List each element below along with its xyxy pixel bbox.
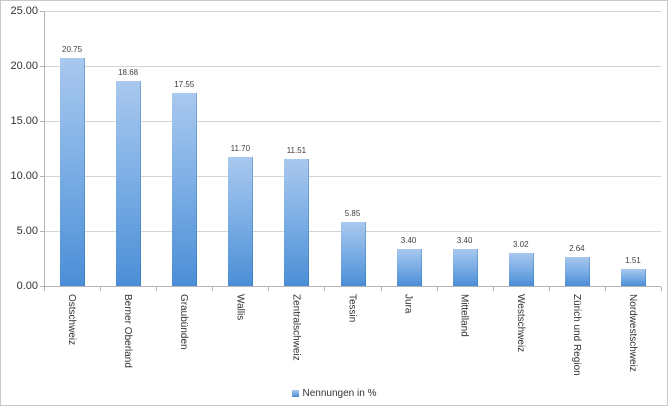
category-label: Ostschweiz: [66, 294, 78, 346]
bar: [340, 221, 366, 286]
y-axis-tick: [40, 286, 44, 287]
bar-value-label: 17.55: [174, 79, 195, 89]
y-axis-line: [44, 11, 45, 286]
y-axis-label: 25.00: [10, 5, 38, 17]
y-axis-label: 20.00: [10, 60, 38, 72]
bar: [60, 57, 86, 286]
category-label: Nordwestschweiz: [626, 294, 638, 372]
category-label: Zentralschweiz: [290, 294, 302, 361]
x-axis-tick: [604, 287, 606, 291]
x-axis-tick: [268, 287, 270, 291]
bar: [620, 269, 646, 286]
bar-value-label: 3.02: [512, 239, 529, 249]
x-axis-tick: [436, 287, 438, 291]
category-label: Mittelland: [458, 294, 470, 337]
bar-value-label: 3.40: [456, 235, 473, 245]
category-label: Westschweiz: [514, 294, 526, 353]
x-axis-tick: [324, 287, 326, 291]
bar: [172, 92, 198, 286]
y-axis-tick: [40, 231, 44, 232]
x-axis-tick: [548, 287, 550, 291]
bar-value-label: 1.51: [625, 256, 641, 266]
bar: [284, 159, 310, 286]
bar: [228, 157, 254, 286]
bar-value-label: 5.85: [344, 208, 361, 218]
bar: [396, 248, 422, 286]
category-label: Berner Oberland: [122, 294, 134, 368]
y-axis-label: 5.00: [16, 225, 38, 237]
x-axis-line: [44, 286, 661, 287]
category-label: Jura: [402, 294, 414, 314]
gridline: [44, 66, 661, 67]
category-label: Wallis: [234, 294, 246, 321]
bar-value-label: 3.40: [400, 235, 417, 245]
gridline: [44, 121, 661, 122]
bar: [564, 256, 590, 286]
category-label: Tessin: [346, 294, 358, 323]
y-axis-tick: [40, 176, 44, 177]
y-axis-tick: [40, 11, 44, 12]
bar: [116, 80, 142, 286]
x-axis-tick: [100, 287, 102, 291]
bar-value-label: 18.68: [118, 67, 139, 77]
gridline: [44, 11, 661, 12]
x-axis-tick: [212, 287, 214, 291]
bar: [452, 248, 478, 286]
x-axis-tick: [380, 287, 382, 291]
gridline: [44, 176, 661, 177]
legend: Nennungen in %: [1, 388, 667, 399]
y-axis-tick: [40, 121, 44, 122]
bar: [508, 252, 534, 286]
category-label: Zürich und Region: [570, 294, 582, 376]
legend-swatch-icon: [291, 390, 299, 397]
y-axis-label: 0.00: [16, 280, 38, 292]
bar-value-label: 11.51: [286, 146, 307, 156]
bar-value-label: 20.75: [62, 44, 83, 54]
x-axis-tick: [492, 287, 494, 291]
bar-value-label: 11.70: [230, 144, 251, 154]
x-axis-tick: [156, 287, 158, 291]
bar-value-label: 2.64: [569, 243, 585, 253]
legend-label: Nennungen in %: [302, 388, 377, 399]
y-axis-tick: [40, 66, 44, 67]
y-axis-label: 15.00: [10, 115, 38, 127]
y-axis-label: 10.00: [10, 170, 38, 182]
category-label: Graubünden: [178, 294, 190, 350]
x-axis-tick: [661, 287, 662, 291]
x-axis-tick: [44, 287, 45, 291]
